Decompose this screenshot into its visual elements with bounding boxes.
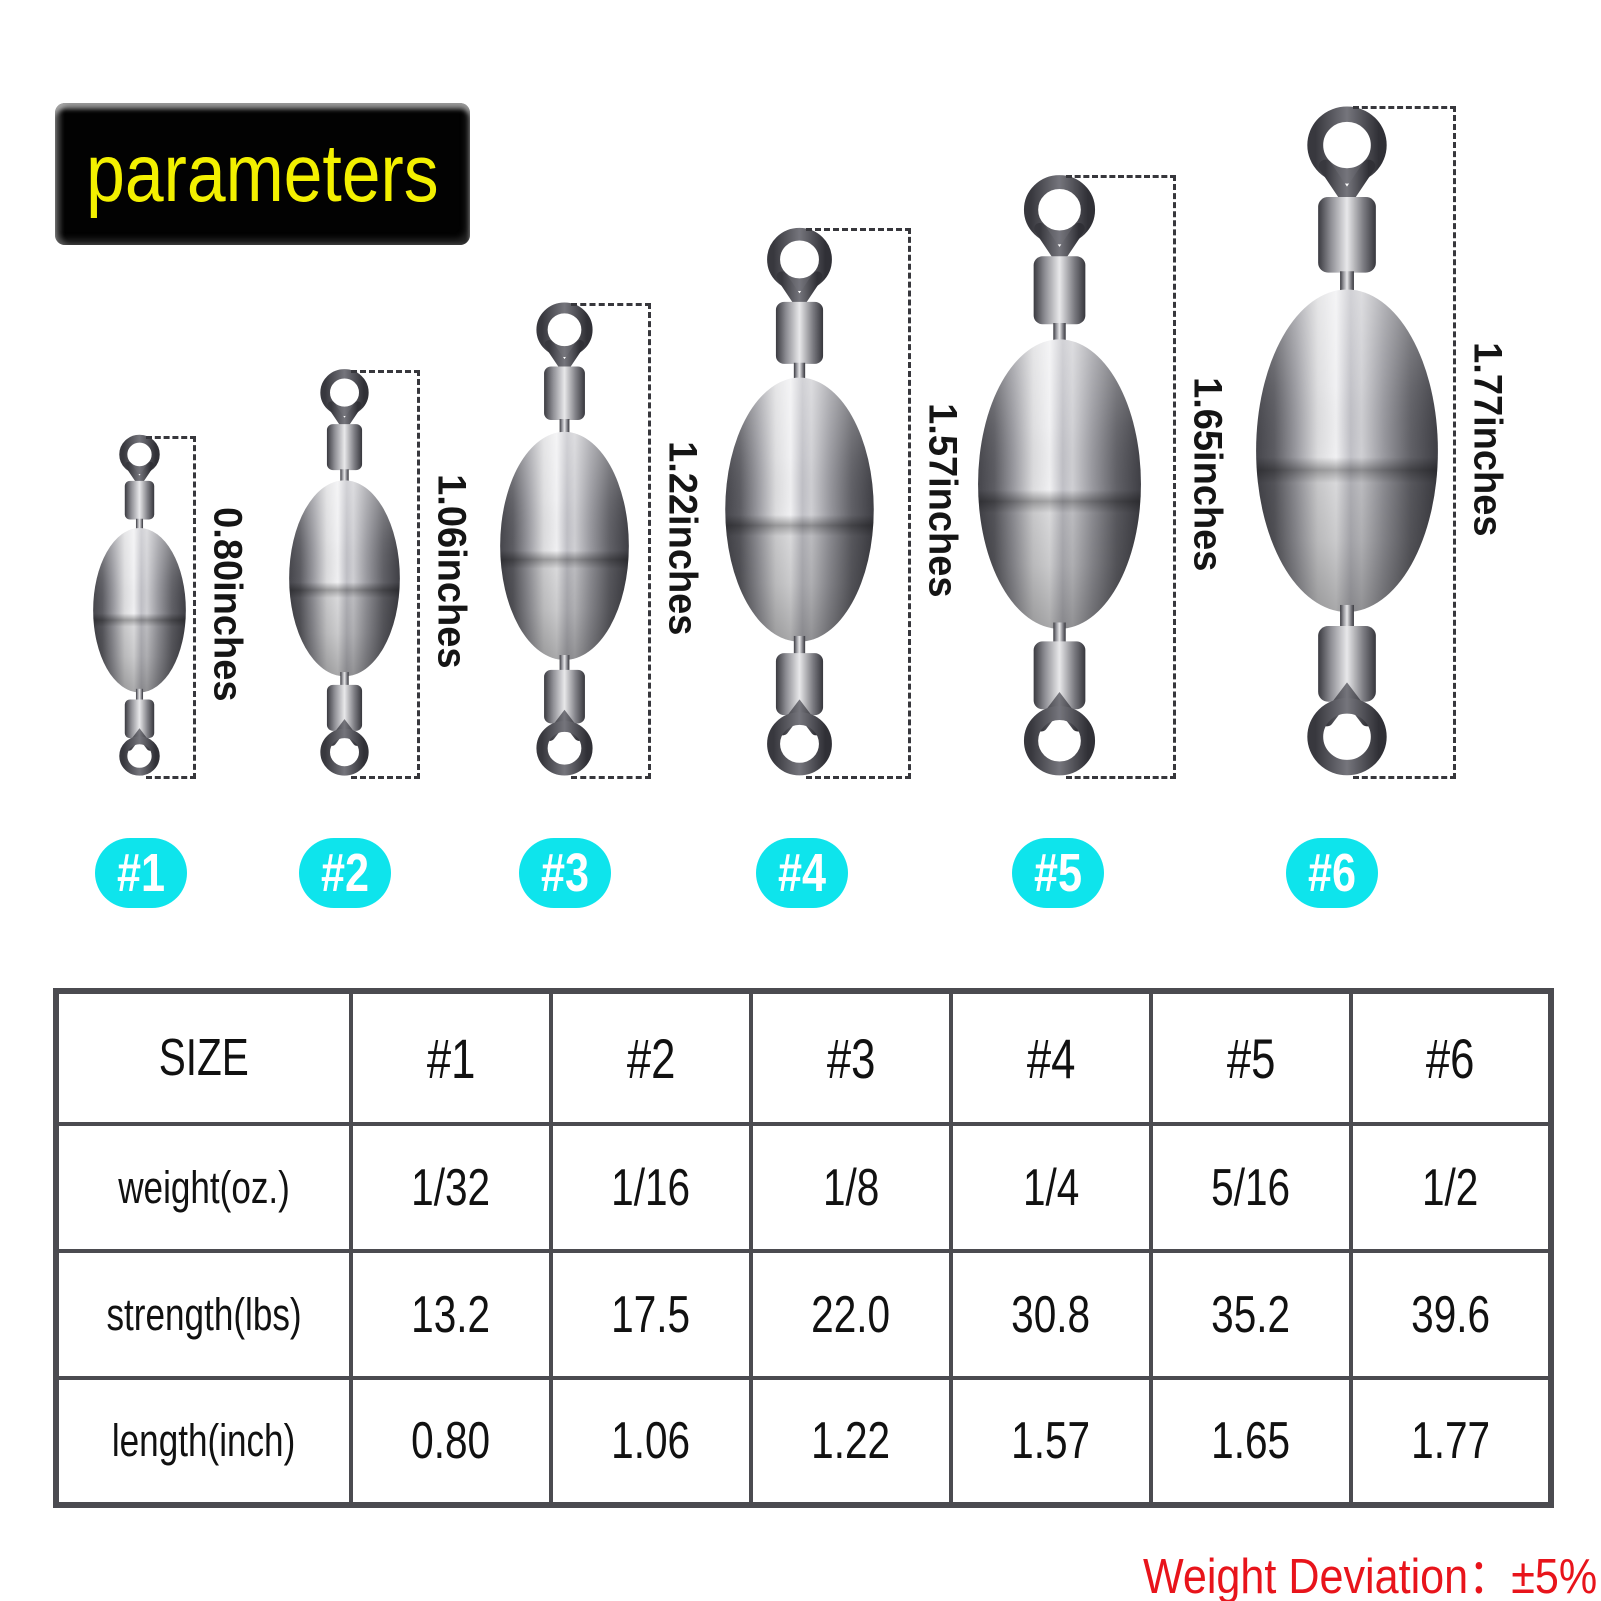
size-badge-6: #6 <box>1286 838 1378 908</box>
cell-weight-2-text: 1/16 <box>611 1158 691 1217</box>
col-header-5: #5 <box>1149 989 1353 1126</box>
cell-weight-6: 1/2 <box>1349 1122 1553 1253</box>
cell-length-6: 1.77 <box>1349 1376 1553 1507</box>
length-label-1: 0.80inches <box>205 507 250 702</box>
col-header-3-text: #3 <box>826 1026 876 1090</box>
table-header-row: SIZE #1 #2 #3 #4 #5 #6 <box>54 989 1553 1126</box>
spec-table: SIZE #1 #2 #3 #4 #5 #6 weight(oz.) 1/32 … <box>53 988 1554 1508</box>
col-header-1: #1 <box>349 989 553 1126</box>
col-header-6: #6 <box>1349 989 1553 1126</box>
table-row-length: length(inch) 0.80 1.06 1.22 1.57 1.65 1.… <box>54 1376 1553 1507</box>
row-label-strength-text: strength(lbs) <box>106 1288 302 1340</box>
measurement-bracket-5 <box>1066 175 1176 779</box>
cell-length-4-text: 1.57 <box>1011 1412 1091 1470</box>
row-label-length: length(inch) <box>54 1376 353 1507</box>
size-badge-2: #2 <box>299 838 391 908</box>
size-badge-1: #1 <box>95 838 187 908</box>
col-header-4-text: #4 <box>1026 1026 1076 1090</box>
title-banner: parameters <box>55 103 470 245</box>
col-header-3: #3 <box>749 989 953 1126</box>
cell-strength-1-text: 13.2 <box>411 1285 491 1344</box>
cell-length-3: 1.22 <box>749 1376 953 1507</box>
cell-length-2: 1.06 <box>549 1376 753 1507</box>
cell-length-1-text: 0.80 <box>411 1412 491 1470</box>
size-header-text: SIZE <box>158 1029 250 1087</box>
length-label-3: 1.22inches <box>660 440 705 636</box>
col-header-4: #4 <box>949 989 1153 1126</box>
measurement-bracket-3 <box>571 303 651 779</box>
cell-strength-2-text: 17.5 <box>611 1285 691 1344</box>
size-badge-3: #3 <box>519 838 611 908</box>
row-label-weight-text: weight(oz.) <box>118 1161 290 1213</box>
cell-length-5-text: 1.65 <box>1211 1412 1291 1470</box>
cell-weight-4-text: 1/4 <box>1022 1158 1080 1217</box>
col-header-6-text: #6 <box>1426 1026 1475 1090</box>
cell-weight-1-text: 1/32 <box>411 1158 491 1217</box>
cell-strength-1: 13.2 <box>349 1249 553 1380</box>
cell-strength-3-text: 22.0 <box>811 1285 891 1344</box>
measurement-bracket-4 <box>806 228 911 779</box>
cell-weight-3: 1/8 <box>749 1122 953 1253</box>
row-label-weight: weight(oz.) <box>54 1122 353 1253</box>
weight-deviation-note: Weight Deviation：±5% <box>1142 1550 1597 1601</box>
title-text: parameters <box>86 128 439 219</box>
size-badge-3-text: #3 <box>540 843 590 903</box>
cell-weight-3-text: 1/8 <box>822 1158 880 1217</box>
cell-strength-5-text: 35.2 <box>1211 1285 1291 1344</box>
size-badge-6-text: #6 <box>1307 843 1357 903</box>
col-header-1-text: #1 <box>426 1026 476 1090</box>
cell-weight-6-text: 1/2 <box>1422 1158 1479 1217</box>
size-header-cell: SIZE <box>54 989 353 1126</box>
cell-length-6-text: 1.77 <box>1411 1412 1490 1470</box>
cell-weight-5: 5/16 <box>1149 1122 1353 1253</box>
size-badge-1-text: #1 <box>116 843 166 903</box>
measurement-bracket-2 <box>351 370 420 779</box>
size-badge-5: #5 <box>1012 838 1104 908</box>
cell-strength-6-text: 39.6 <box>1411 1285 1490 1344</box>
cell-weight-5-text: 5/16 <box>1211 1158 1291 1217</box>
row-label-strength: strength(lbs) <box>54 1249 353 1380</box>
measurement-bracket-1 <box>146 436 196 779</box>
cell-length-2-text: 1.06 <box>611 1412 691 1470</box>
cell-weight-1: 1/32 <box>349 1122 553 1253</box>
cell-strength-6: 39.6 <box>1349 1249 1553 1380</box>
table-row-strength: strength(lbs) 13.2 17.5 22.0 30.8 35.2 3… <box>54 1249 1553 1380</box>
cell-length-3-text: 1.22 <box>811 1412 891 1470</box>
row-label-length-text: length(inch) <box>112 1415 296 1466</box>
table-row-weight: weight(oz.) 1/32 1/16 1/8 1/4 5/16 1/2 <box>54 1122 1553 1253</box>
measurement-bracket-6 <box>1353 106 1456 779</box>
cell-length-1: 0.80 <box>349 1376 553 1507</box>
size-badge-5-text: #5 <box>1033 843 1083 903</box>
col-header-2-text: #2 <box>626 1026 676 1090</box>
cell-length-5: 1.65 <box>1149 1376 1353 1507</box>
cell-weight-2: 1/16 <box>549 1122 753 1253</box>
size-badge-2-text: #2 <box>320 843 370 903</box>
cell-strength-5: 35.2 <box>1149 1249 1353 1380</box>
col-header-5-text: #5 <box>1226 1026 1276 1090</box>
cell-strength-2: 17.5 <box>549 1249 753 1380</box>
size-badge-4-text: #4 <box>777 843 827 903</box>
length-label-2: 1.06inches <box>429 474 474 669</box>
col-header-2: #2 <box>549 989 753 1126</box>
length-label-5: 1.65inches <box>1185 376 1230 572</box>
cell-strength-4-text: 30.8 <box>1011 1285 1091 1344</box>
size-badge-4: #4 <box>756 838 848 908</box>
cell-strength-4: 30.8 <box>949 1249 1153 1380</box>
length-label-6: 1.77inches <box>1465 342 1510 537</box>
cell-weight-4: 1/4 <box>949 1122 1153 1253</box>
cell-length-4: 1.57 <box>949 1376 1153 1507</box>
cell-strength-3: 22.0 <box>749 1249 953 1380</box>
length-label-4: 1.57inches <box>920 403 965 598</box>
